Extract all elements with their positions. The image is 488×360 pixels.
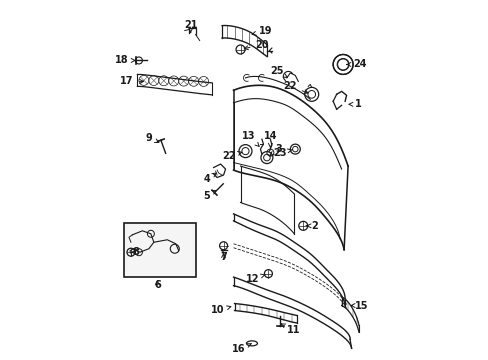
Text: 11: 11 xyxy=(281,324,300,336)
Text: 18: 18 xyxy=(115,55,135,66)
Text: 7: 7 xyxy=(220,252,226,262)
Text: 15: 15 xyxy=(350,301,368,311)
Text: 19: 19 xyxy=(252,26,271,36)
Text: 20: 20 xyxy=(244,40,268,50)
Text: 25: 25 xyxy=(269,67,287,77)
Text: 17: 17 xyxy=(120,76,143,86)
Text: 24: 24 xyxy=(346,59,366,69)
Text: 2: 2 xyxy=(305,221,318,231)
Text: 22: 22 xyxy=(283,81,307,94)
Text: 9: 9 xyxy=(145,133,159,143)
Text: 1: 1 xyxy=(348,99,361,109)
Text: 8: 8 xyxy=(132,247,139,257)
Text: 13: 13 xyxy=(242,131,259,147)
Text: 4: 4 xyxy=(203,173,216,184)
Text: 6: 6 xyxy=(154,280,161,289)
Text: 23: 23 xyxy=(273,148,292,158)
Text: 10: 10 xyxy=(211,306,230,315)
Text: 3: 3 xyxy=(269,144,282,156)
Text: 16: 16 xyxy=(231,344,251,354)
FancyBboxPatch shape xyxy=(124,223,196,277)
Text: 12: 12 xyxy=(245,274,264,284)
Text: 5: 5 xyxy=(203,190,216,201)
Text: 22: 22 xyxy=(222,151,241,161)
Text: 14: 14 xyxy=(263,131,277,147)
Text: 21: 21 xyxy=(183,19,197,32)
